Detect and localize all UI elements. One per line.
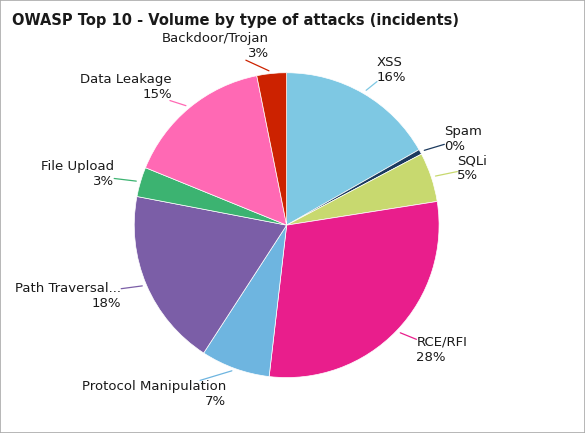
Wedge shape xyxy=(257,73,287,225)
Wedge shape xyxy=(269,201,439,378)
Text: SQLi
5%: SQLi 5% xyxy=(435,155,487,182)
Text: Path Traversal...
18%: Path Traversal... 18% xyxy=(15,282,142,310)
Wedge shape xyxy=(146,76,287,225)
Wedge shape xyxy=(204,225,287,377)
Wedge shape xyxy=(287,150,421,225)
Wedge shape xyxy=(287,73,419,225)
Text: XSS
16%: XSS 16% xyxy=(366,56,407,90)
Text: Data Leakage
15%: Data Leakage 15% xyxy=(80,73,186,106)
Text: Backdoor/Trojan
3%: Backdoor/Trojan 3% xyxy=(162,32,269,71)
Text: RCE/RFI
28%: RCE/RFI 28% xyxy=(400,333,467,364)
Text: Spam
0%: Spam 0% xyxy=(424,125,482,153)
Wedge shape xyxy=(134,197,287,353)
Wedge shape xyxy=(137,168,287,225)
Text: Protocol Manipulation
7%: Protocol Manipulation 7% xyxy=(81,371,232,408)
Text: File Upload
3%: File Upload 3% xyxy=(41,160,136,188)
Text: OWASP Top 10 - Volume by type of attacks (incidents): OWASP Top 10 - Volume by type of attacks… xyxy=(12,13,459,28)
Wedge shape xyxy=(287,154,437,225)
